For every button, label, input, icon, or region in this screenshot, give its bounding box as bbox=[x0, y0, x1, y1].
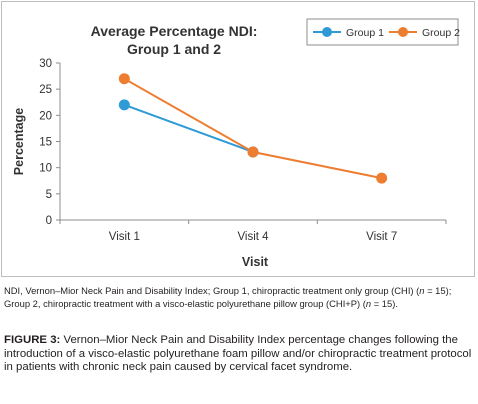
data-point-group-2 bbox=[247, 146, 259, 158]
chart-title-line-2: Group 1 and 2 bbox=[127, 41, 221, 57]
y-tick-label: 0 bbox=[46, 215, 52, 227]
x-tick-label: Visit 4 bbox=[237, 231, 269, 243]
legend-label-group-2: Group 2 bbox=[422, 27, 460, 39]
note-n-2: n bbox=[365, 298, 372, 309]
chart-title-line-1: Average Percentage NDI: bbox=[91, 23, 258, 39]
legend-marker-group-1 bbox=[322, 27, 332, 37]
legend-label-group-1: Group 1 bbox=[346, 27, 384, 39]
x-axis-label: Visit bbox=[242, 255, 269, 269]
y-tick-label: 10 bbox=[39, 163, 52, 175]
chart-frame: Average Percentage NDI: Group 1 and 2 0 5 10… bbox=[1, 1, 475, 277]
data-point-group-2 bbox=[118, 73, 130, 85]
series-line-group-1 bbox=[123, 103, 254, 153]
note-text-3: = 15). bbox=[371, 298, 398, 309]
y-axis-label: Percentage bbox=[12, 108, 26, 175]
legend-marker-group-2 bbox=[398, 27, 408, 37]
data-point-group-2 bbox=[376, 172, 388, 184]
figure-caption: FIGURE 3: Vernon–Mior Neck Pain and Disa… bbox=[4, 334, 472, 375]
series-line-group-2 bbox=[123, 77, 382, 180]
y-tick-label: 30 bbox=[39, 58, 52, 70]
y-tick-label: 15 bbox=[39, 137, 52, 149]
note-n-1: n bbox=[419, 285, 425, 296]
figure-note: NDI, Vernon–Mior Neck Pain and Disabilit… bbox=[4, 284, 472, 310]
data-point-group-1 bbox=[118, 99, 130, 111]
x-tick-label: Visit 1 bbox=[109, 231, 140, 243]
line-chart: Average Percentage NDI: Group 1 and 2 0 5 10… bbox=[12, 18, 460, 269]
y-tick-label: 25 bbox=[39, 84, 52, 96]
note-text-1: NDI, Vernon–Mior Neck Pain and Disabilit… bbox=[4, 285, 420, 296]
note-text-2: = 15); Group 2, chiropractic treatment w… bbox=[4, 285, 452, 309]
x-tick-label: Visit 7 bbox=[366, 231, 397, 243]
caption-label: FIGURE 3: bbox=[4, 334, 61, 346]
caption-text: Vernon–Mior Neck Pain and Disability Ind… bbox=[4, 334, 472, 374]
y-tick-label: 20 bbox=[39, 110, 52, 122]
y-tick-label: 5 bbox=[46, 189, 52, 201]
